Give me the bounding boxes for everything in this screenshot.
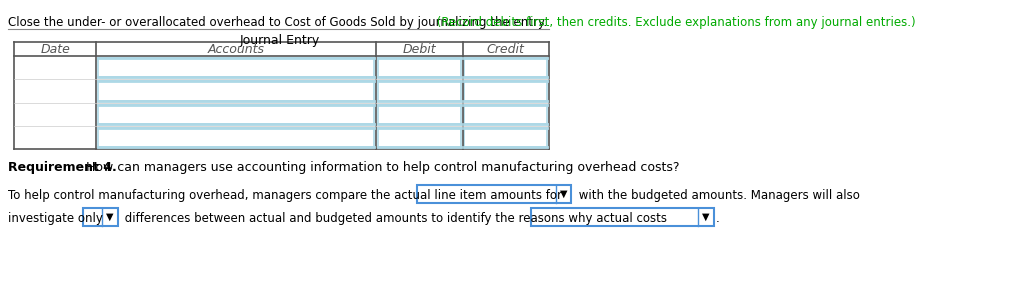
Text: Debit: Debit	[402, 43, 436, 56]
Bar	[98, 104, 374, 124]
Text: differences between actual and budgeted amounts to identify the reasons why actu: differences between actual and budgeted …	[122, 212, 668, 225]
Bar	[98, 58, 374, 77]
Text: Close the under- or overallocated overhead to Cost of Goods Sold by journalizing: Close the under- or overallocated overhe…	[8, 16, 547, 29]
Text: Journal Entry: Journal Entry	[240, 34, 319, 47]
Bar	[378, 58, 461, 77]
Text: ▼: ▼	[560, 189, 567, 199]
Text: How can managers use accounting information to help control manufacturing overhe: How can managers use accounting informat…	[82, 161, 679, 174]
Bar	[378, 104, 461, 124]
Text: Accounts: Accounts	[208, 43, 264, 56]
Text: ▼: ▼	[702, 212, 710, 222]
Bar	[98, 128, 374, 147]
Text: To help control manufacturing overhead, managers compare the actual line item am: To help control manufacturing overhead, …	[8, 189, 562, 202]
Bar	[465, 81, 547, 101]
Bar	[530, 208, 714, 226]
Text: with the budgeted amounts. Managers will also: with the budgeted amounts. Managers will…	[575, 189, 860, 202]
Text: ▼: ▼	[106, 212, 114, 222]
Bar	[83, 208, 118, 226]
Text: Credit: Credit	[487, 43, 525, 56]
Bar	[378, 81, 461, 101]
Text: Date: Date	[41, 43, 71, 56]
Bar	[378, 128, 461, 147]
Text: Requirement 4.: Requirement 4.	[8, 161, 117, 174]
Bar	[98, 81, 374, 101]
Bar	[417, 185, 571, 203]
Bar	[465, 128, 547, 147]
Text: .: .	[716, 212, 720, 225]
Bar	[465, 104, 547, 124]
Bar	[465, 58, 547, 77]
Text: investigate only: investigate only	[8, 212, 102, 225]
Text: (Record debits first, then credits. Exclude explanations from any journal entrie: (Record debits first, then credits. Excl…	[433, 16, 915, 29]
